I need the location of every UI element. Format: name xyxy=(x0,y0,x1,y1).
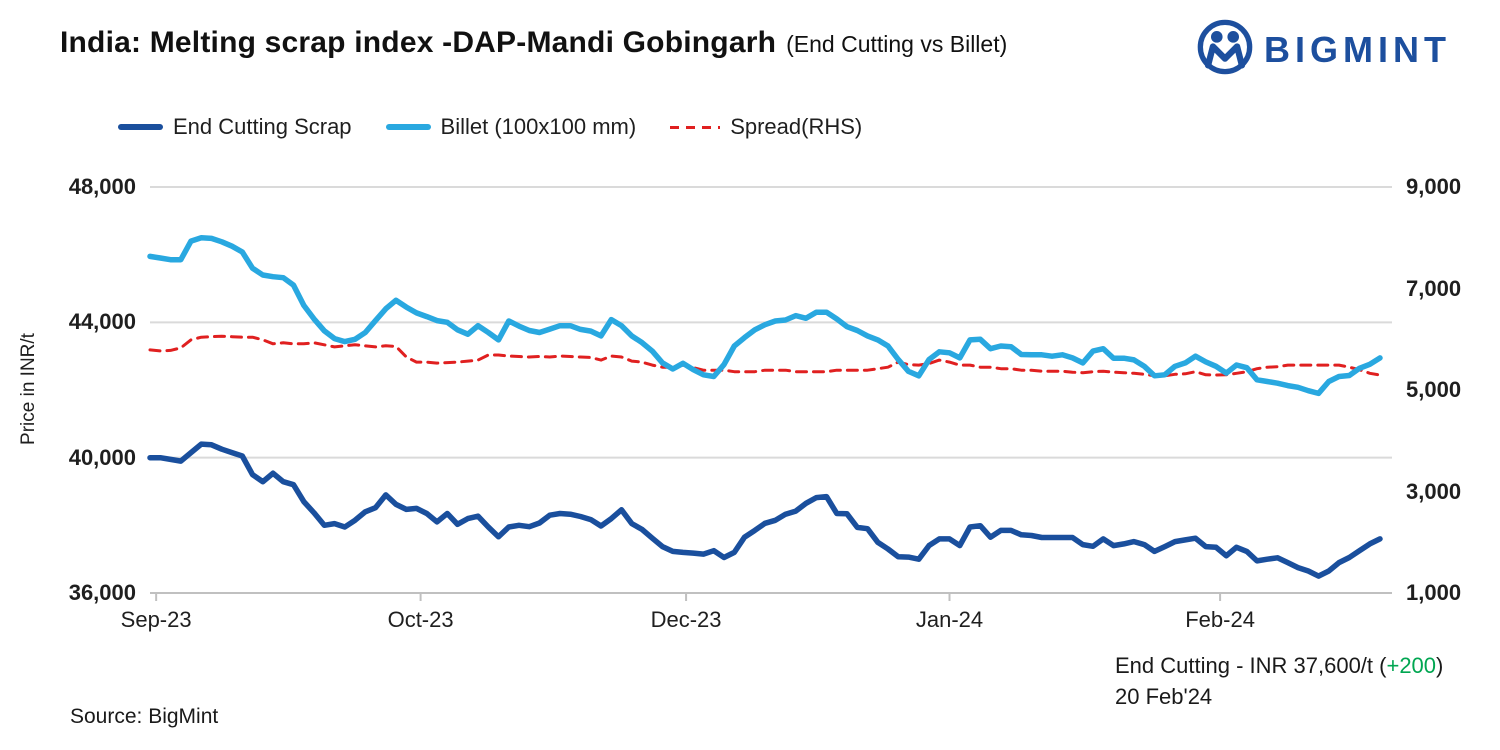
chart-plot-area: 48,000 44,000 40,000 36,000 9,000 7,000 5,000 3… xyxy=(0,140,1500,680)
legend-item-spread: Spread(RHS) xyxy=(670,114,862,140)
legend-label-spread: Spread(RHS) xyxy=(730,114,863,139)
y-axis-left-tick-label: 40,000 xyxy=(68,444,136,470)
bigmint-logo-icon xyxy=(1196,18,1254,81)
x-axis-tick-label: Jan-24 xyxy=(915,607,984,632)
latest-price-annotation: End Cutting - INR 37,600/t (+200) 20 Feb… xyxy=(1115,650,1443,712)
source-credit: Source: BigMint xyxy=(70,705,219,728)
chart-canvas xyxy=(147,186,1392,601)
page-title: India: Melting scrap index -DAP-Mandi Go… xyxy=(60,26,777,59)
series-line-spread-rhs xyxy=(148,334,1382,378)
legend-swatch-spread xyxy=(670,125,721,129)
annotation-price-suffix: ) xyxy=(1436,653,1444,678)
y-axis-left-tick-label: 36,000 xyxy=(68,580,136,605)
y-axis-right-tick-label: 9,000 xyxy=(1406,174,1462,199)
annotation-price-change: +200 xyxy=(1386,653,1437,678)
legend-swatch-billet xyxy=(385,124,431,130)
annotation-price-prefix: End Cutting - INR 37,600/t ( xyxy=(1115,653,1387,678)
annotation-line1: End Cutting - INR 37,600/t (+200) xyxy=(1115,650,1443,681)
legend-label-billet: Billet (100x100 mm) xyxy=(440,114,637,139)
series-line-billet-100x100-mm xyxy=(147,235,1383,397)
y-axis-left-tick-label: 44,000 xyxy=(68,309,136,335)
y-axis-right-tick-label: 5,000 xyxy=(1406,377,1462,402)
annotation-date: 20 Feb'24 xyxy=(1115,684,1213,709)
x-axis-tick-label: Oct-23 xyxy=(387,607,454,632)
y-axis-right-tick-label: 3,000 xyxy=(1406,478,1462,504)
page-subtitle: (End Cutting vs Billet) xyxy=(786,31,1008,57)
bigmint-logo: BIGMINT xyxy=(1196,18,1451,81)
chart-legend: End Cutting Scrap Billet (100x100 mm) Sp… xyxy=(118,114,884,140)
x-axis-tick-label: Dec-23 xyxy=(650,607,722,632)
bigmint-logo-text: BIGMINT xyxy=(1264,28,1451,70)
x-axis-tick-label: Sep-23 xyxy=(120,607,192,632)
y-axis-right-tick-label: 1,000 xyxy=(1406,580,1462,605)
title-block: India: Melting scrap index -DAP-Mandi Go… xyxy=(60,26,1007,60)
legend-swatch-end-cutting-scrap xyxy=(118,124,163,130)
y-axis-left-tick-label: 48,000 xyxy=(68,174,136,199)
x-axis-tick-label: Feb-24 xyxy=(1185,607,1255,632)
legend-item-end-cutting-scrap: End Cutting Scrap xyxy=(118,114,352,140)
legend-item-billet: Billet (100x100 mm) xyxy=(385,114,637,140)
y-axis-right-tick-label: 7,000 xyxy=(1406,275,1462,301)
series-line-end-cutting-scrap xyxy=(147,441,1383,579)
legend-label-end-cutting-scrap: End Cutting Scrap xyxy=(173,114,352,139)
